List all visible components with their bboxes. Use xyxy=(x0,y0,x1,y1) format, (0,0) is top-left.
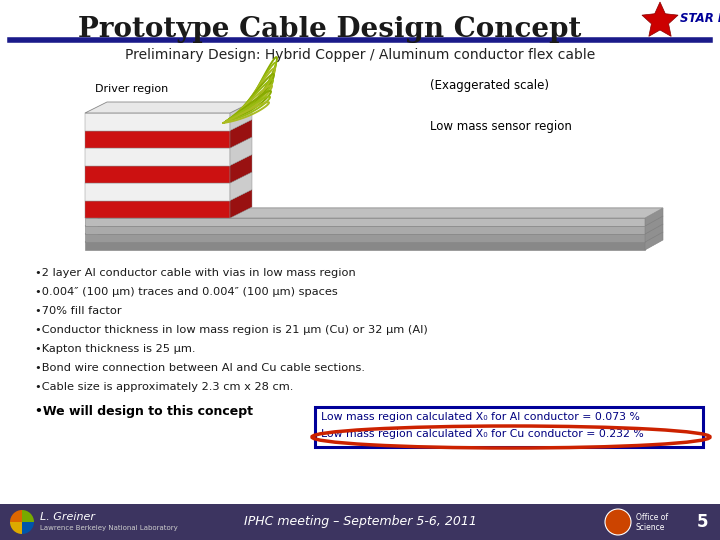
Wedge shape xyxy=(22,510,34,522)
Wedge shape xyxy=(10,522,22,534)
Polygon shape xyxy=(645,232,663,250)
Polygon shape xyxy=(230,137,252,165)
Polygon shape xyxy=(85,113,230,131)
Text: Driver region: Driver region xyxy=(95,84,168,94)
Text: •70% fill factor: •70% fill factor xyxy=(35,306,122,316)
Text: 5: 5 xyxy=(697,513,708,531)
Polygon shape xyxy=(0,504,720,540)
Polygon shape xyxy=(642,2,678,36)
Text: Low mass region calculated X₀ for Cu conductor = 0.232 %: Low mass region calculated X₀ for Cu con… xyxy=(321,429,644,439)
Text: •Kapton thickness is 25 μm.: •Kapton thickness is 25 μm. xyxy=(35,344,196,354)
Wedge shape xyxy=(22,522,34,534)
Polygon shape xyxy=(230,154,252,183)
Text: Prototype Cable Design Concept: Prototype Cable Design Concept xyxy=(78,16,582,43)
Text: •2 layer Al conductor cable with vias in low mass region: •2 layer Al conductor cable with vias in… xyxy=(35,268,356,278)
Text: Lawrence Berkeley National Laboratory: Lawrence Berkeley National Laboratory xyxy=(40,525,178,531)
Polygon shape xyxy=(230,102,252,131)
Polygon shape xyxy=(85,218,645,226)
Text: Low mass region calculated X₀ for Al conductor = 0.073 %: Low mass region calculated X₀ for Al con… xyxy=(321,412,640,422)
Polygon shape xyxy=(85,224,663,234)
Polygon shape xyxy=(85,232,663,242)
Text: •Bond wire connection between Al and Cu cable sections.: •Bond wire connection between Al and Cu … xyxy=(35,363,365,373)
Text: •Cable size is approximately 2.3 cm x 28 cm.: •Cable size is approximately 2.3 cm x 28… xyxy=(35,382,293,392)
Polygon shape xyxy=(85,131,230,148)
Polygon shape xyxy=(85,183,230,200)
Text: Preliminary Design: Hybrid Copper / Aluminum conductor flex cable: Preliminary Design: Hybrid Copper / Alum… xyxy=(125,48,595,62)
Polygon shape xyxy=(645,208,663,226)
Text: •Conductor thickness in low mass region is 21 μm (Cu) or 32 μm (Al): •Conductor thickness in low mass region … xyxy=(35,325,428,335)
Polygon shape xyxy=(85,226,645,234)
Polygon shape xyxy=(645,224,663,242)
Text: Low mass sensor region: Low mass sensor region xyxy=(430,120,572,133)
Polygon shape xyxy=(85,242,645,250)
Polygon shape xyxy=(85,208,663,218)
Circle shape xyxy=(605,509,631,535)
Polygon shape xyxy=(230,119,252,148)
Polygon shape xyxy=(230,172,252,200)
Text: Office of: Office of xyxy=(636,514,668,523)
Text: •We will design to this concept: •We will design to this concept xyxy=(35,405,253,418)
Text: L. Greiner: L. Greiner xyxy=(40,512,95,522)
Polygon shape xyxy=(85,208,663,218)
Text: (Exaggerated scale): (Exaggerated scale) xyxy=(430,79,549,92)
Polygon shape xyxy=(645,216,663,234)
Text: IPHC meeting – September 5-6, 2011: IPHC meeting – September 5-6, 2011 xyxy=(243,516,477,529)
Text: Science: Science xyxy=(636,523,665,531)
Polygon shape xyxy=(230,190,252,218)
FancyBboxPatch shape xyxy=(315,407,703,447)
Polygon shape xyxy=(85,234,645,242)
Wedge shape xyxy=(10,510,22,522)
Polygon shape xyxy=(85,200,230,218)
Polygon shape xyxy=(85,148,230,165)
Polygon shape xyxy=(85,102,252,113)
Polygon shape xyxy=(85,165,230,183)
Text: •0.004″ (100 μm) traces and 0.004″ (100 μm) spaces: •0.004″ (100 μm) traces and 0.004″ (100 … xyxy=(35,287,338,297)
Text: STAR HFT: STAR HFT xyxy=(680,12,720,25)
Polygon shape xyxy=(85,216,663,226)
